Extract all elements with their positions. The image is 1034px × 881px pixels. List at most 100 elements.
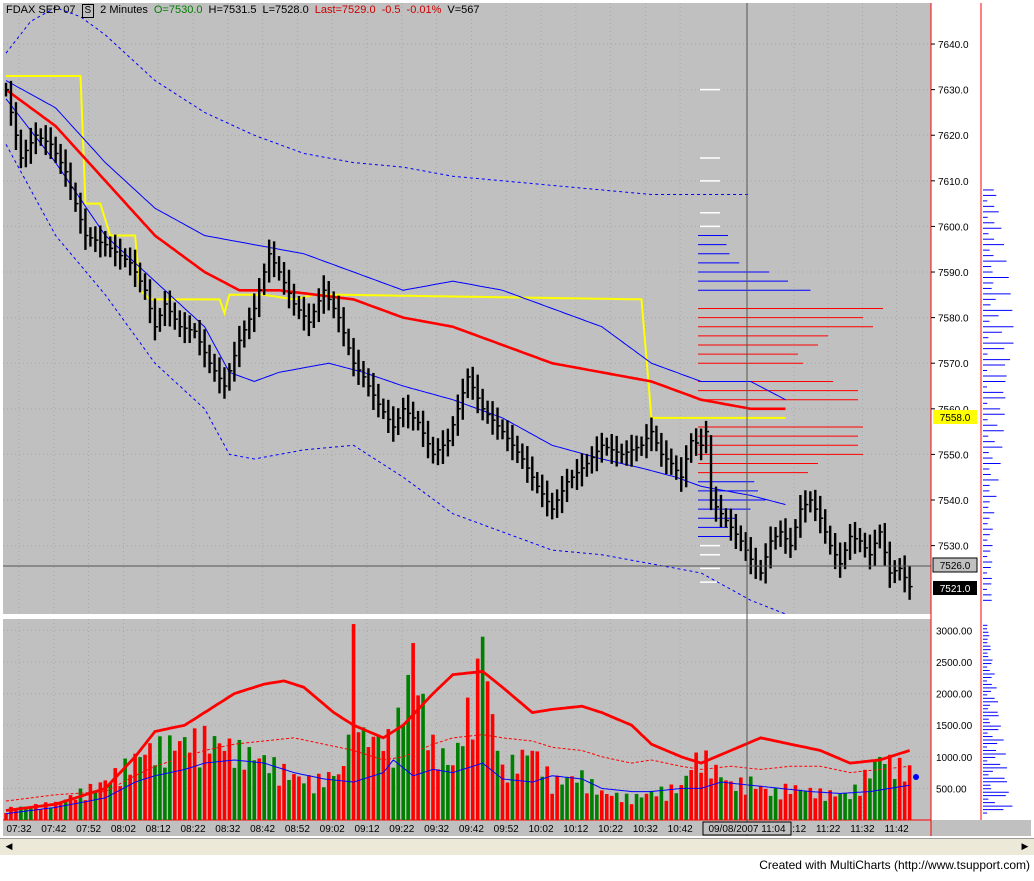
last-price-box <box>933 581 977 595</box>
time-tick-label: 11:12 <box>782 824 807 835</box>
upper-band-line <box>5 7 751 195</box>
crosshair-time-box <box>702 821 792 836</box>
volume-bar <box>118 786 122 820</box>
volume-bar <box>490 714 495 820</box>
volume-bar <box>98 782 103 820</box>
crosshair-price-box <box>932 557 978 573</box>
volume-bar <box>257 758 262 820</box>
volume-bar <box>748 776 753 820</box>
volume-bar <box>485 681 490 820</box>
volume-bar <box>336 774 341 820</box>
volume-bar <box>654 796 659 820</box>
volume-bar <box>4 813 8 820</box>
mid-band-line <box>5 80 786 401</box>
volume-bar <box>58 802 63 820</box>
scroll-left-icon[interactable]: ◀ <box>5 841 13 851</box>
volume-bar <box>287 779 291 820</box>
volume-bar <box>560 784 564 820</box>
volume-value: V=567 <box>447 4 480 16</box>
vol-avg-slow-line <box>5 670 911 812</box>
volume-bar <box>600 790 604 820</box>
volume-bar <box>361 727 366 820</box>
volume-bar <box>878 756 882 820</box>
volume-bar <box>664 800 669 820</box>
time-tick-label: 09:52 <box>494 824 519 835</box>
volume-bar <box>272 757 276 820</box>
volume-bar <box>187 752 192 820</box>
volume-bar <box>316 773 321 820</box>
volume-bar <box>883 763 887 820</box>
scroll-right-icon[interactable]: ▶ <box>1021 841 1029 851</box>
volume-bar <box>436 769 440 820</box>
interval-label: 2 Minutes <box>100 4 148 16</box>
time-tick-label: 10:22 <box>598 824 623 835</box>
volume-bar <box>887 754 892 820</box>
volume-bar <box>53 801 58 820</box>
vwap-line <box>6 75 786 419</box>
volume-bar <box>555 775 559 820</box>
volume-bar <box>734 790 738 820</box>
volume-bar <box>297 776 301 820</box>
volume-bar <box>619 802 624 820</box>
volume-bar <box>788 793 793 820</box>
volume-bar <box>88 783 93 820</box>
time-tick-label: 07:52 <box>76 824 101 835</box>
volume-bar <box>446 764 450 820</box>
volume-bar <box>580 770 584 820</box>
time-tick-label: 09:12 <box>354 824 379 835</box>
volume-bar <box>326 772 331 820</box>
time-tick-label: 10:32 <box>633 824 658 835</box>
volume-bar <box>29 807 33 820</box>
low-value: L=7528.0 <box>262 4 309 16</box>
volume-bar <box>639 797 644 820</box>
volume-bar <box>401 725 405 820</box>
volume-bar <box>73 799 78 820</box>
volume-bar <box>217 743 222 820</box>
volume-bar <box>629 804 634 820</box>
time-tick-label: 08:32 <box>215 824 240 835</box>
volume-bar <box>143 754 147 820</box>
volume-bar <box>371 736 376 820</box>
volume-bar <box>267 773 271 820</box>
chart-header: FDAX SEP 07 S 2 Minutes O=7530.0 H=7531.5 L=7… <box>6 4 486 18</box>
volume-bar <box>232 767 237 820</box>
volume-bar <box>163 767 167 820</box>
volume-bar <box>128 774 132 820</box>
volume-bar <box>813 798 818 820</box>
volume-tick-label: 1500.00 <box>936 721 973 732</box>
volume-bar <box>282 763 286 820</box>
horizontal-scrollbar[interactable]: ◀ ▶ <box>0 838 1034 855</box>
volume-bar <box>63 799 68 820</box>
volume-bar <box>14 809 18 820</box>
volume-bar <box>634 793 639 820</box>
volume-bar <box>515 773 520 820</box>
volume-bar <box>793 785 798 820</box>
volume-bar <box>853 784 857 820</box>
volume-bar <box>262 755 266 820</box>
volume-bar <box>550 793 554 820</box>
volume-bar <box>669 784 674 820</box>
volume-bar <box>604 793 609 820</box>
volume-bar <box>321 787 326 820</box>
time-tick-label: 07:32 <box>6 824 31 835</box>
volume-bar <box>868 778 872 820</box>
time-tick-label: 08:42 <box>250 824 275 835</box>
volume-bar <box>68 795 73 820</box>
volume-bar <box>341 766 346 820</box>
volume-bar <box>714 764 718 820</box>
volume-bar <box>590 779 594 820</box>
chart-mode-button[interactable]: S <box>81 4 95 18</box>
volume-bar <box>182 737 187 820</box>
volume-bar <box>331 776 336 820</box>
volume-bar <box>212 736 217 820</box>
volume-bar <box>679 785 684 820</box>
market-profile-panel <box>981 3 1031 820</box>
volume-bar <box>123 758 127 820</box>
volume-bar <box>907 765 912 820</box>
vwap-price-label: 7558.0 <box>940 413 971 424</box>
volume-bar <box>783 783 788 820</box>
time-tick-label: 08:12 <box>146 824 171 835</box>
volume-bar <box>520 749 525 820</box>
volume-bar <box>495 750 500 820</box>
